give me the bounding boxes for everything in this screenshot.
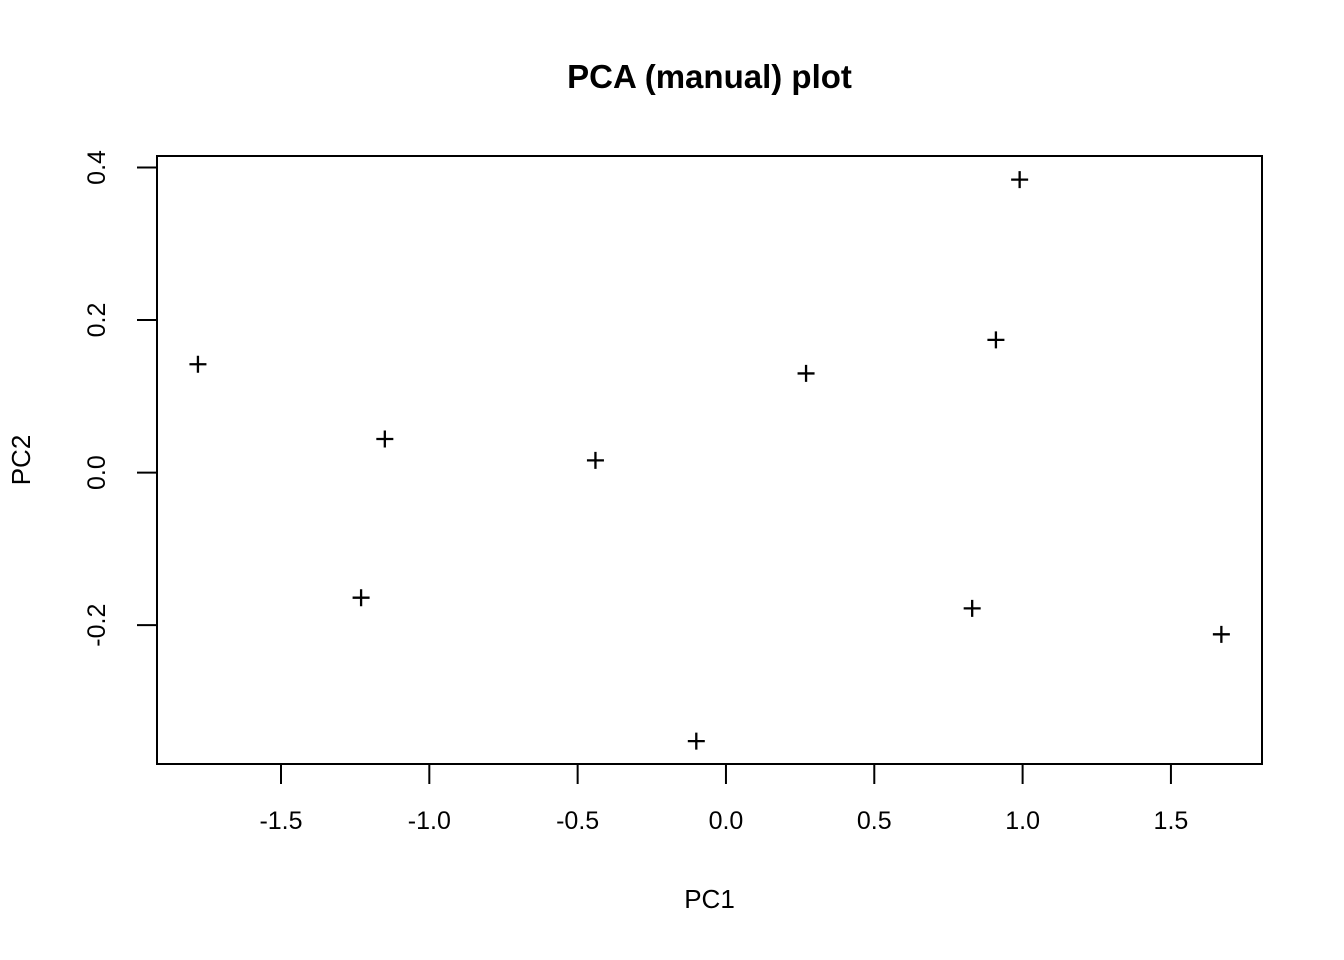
x-tick-label: 0.0 xyxy=(709,807,744,835)
x-tick-label: -0.5 xyxy=(556,807,599,835)
data-point xyxy=(376,430,394,448)
data-point xyxy=(797,364,815,382)
y-tick-label: 0.2 xyxy=(83,303,111,338)
x-tick-label: 1.0 xyxy=(1005,807,1040,835)
data-point xyxy=(963,599,981,617)
data-point xyxy=(1212,625,1230,643)
x-axis-label: PC1 xyxy=(684,884,735,914)
y-tick-label: 0.0 xyxy=(83,455,111,490)
x-tick-label: -1.5 xyxy=(259,807,302,835)
y-tick-label: -0.2 xyxy=(83,604,111,647)
plot-box xyxy=(156,155,1263,765)
data-point xyxy=(987,331,1005,349)
x-tick-label: 1.5 xyxy=(1154,807,1189,835)
data-point xyxy=(189,355,207,373)
data-point xyxy=(1011,171,1029,189)
data-point xyxy=(586,451,604,469)
x-tick-label: 0.5 xyxy=(857,807,892,835)
data-point xyxy=(687,732,705,750)
y-tick-label: 0.4 xyxy=(83,150,111,185)
data-point xyxy=(352,589,370,607)
chart-title: PCA (manual) plot xyxy=(567,58,852,95)
x-tick-label: -1.0 xyxy=(408,807,451,835)
